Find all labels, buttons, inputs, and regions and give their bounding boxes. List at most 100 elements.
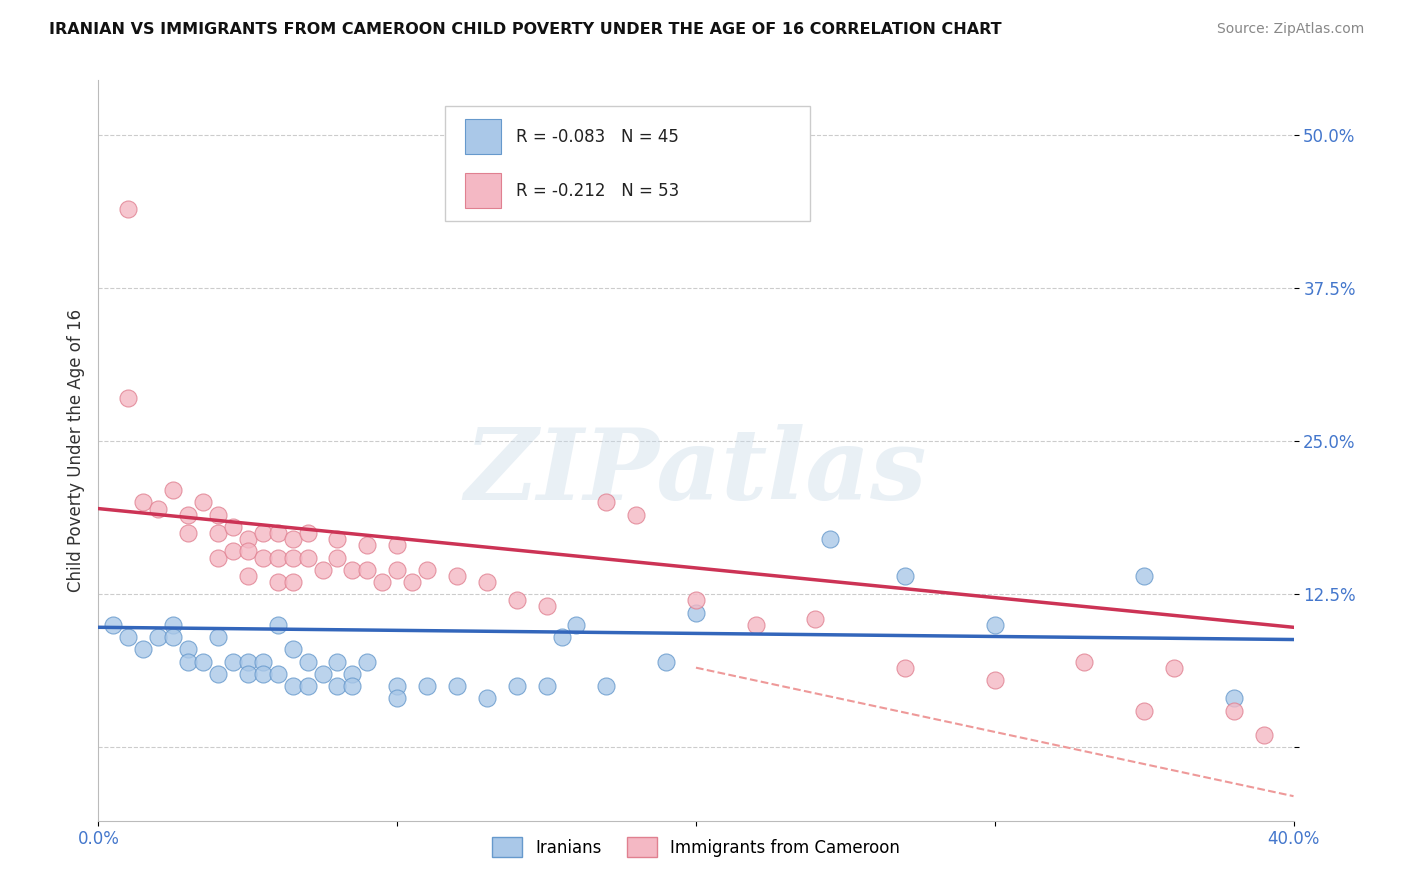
Text: IRANIAN VS IMMIGRANTS FROM CAMEROON CHILD POVERTY UNDER THE AGE OF 16 CORRELATIO: IRANIAN VS IMMIGRANTS FROM CAMEROON CHIL…	[49, 22, 1002, 37]
Point	[685, 593, 707, 607]
FancyBboxPatch shape	[446, 106, 810, 221]
FancyBboxPatch shape	[465, 173, 501, 209]
Point	[446, 569, 468, 583]
Point	[506, 593, 529, 607]
Point	[267, 526, 290, 541]
Point	[103, 617, 125, 632]
Point	[148, 501, 170, 516]
Point	[1163, 661, 1185, 675]
Point	[342, 563, 364, 577]
Point	[385, 691, 409, 706]
Point	[685, 606, 707, 620]
Point	[626, 508, 648, 522]
Point	[222, 544, 245, 558]
Point	[117, 202, 139, 216]
Point	[132, 642, 155, 657]
Point	[267, 617, 290, 632]
Point	[252, 655, 274, 669]
Point	[536, 599, 558, 614]
Point	[356, 563, 378, 577]
Point	[267, 574, 290, 589]
Point	[252, 666, 274, 681]
Point	[177, 526, 200, 541]
Point	[297, 655, 319, 669]
Point	[894, 569, 917, 583]
Point	[804, 612, 827, 626]
Point	[177, 655, 200, 669]
Point	[1223, 704, 1246, 718]
Point	[550, 630, 572, 644]
Point	[252, 526, 274, 541]
Point	[326, 655, 349, 669]
Point	[311, 666, 333, 681]
Point	[117, 630, 139, 644]
Point	[326, 679, 349, 693]
Point	[385, 679, 409, 693]
Text: Source: ZipAtlas.com: Source: ZipAtlas.com	[1216, 22, 1364, 37]
Point	[267, 666, 290, 681]
Point	[117, 392, 139, 406]
Point	[342, 666, 364, 681]
Point	[281, 574, 304, 589]
Point	[326, 532, 349, 546]
Point	[252, 550, 274, 565]
Point	[1133, 569, 1156, 583]
Point	[506, 679, 529, 693]
Point	[984, 617, 1007, 632]
Point	[984, 673, 1007, 687]
Text: ZIPatlas: ZIPatlas	[465, 425, 927, 521]
Point	[416, 563, 439, 577]
Point	[311, 563, 333, 577]
Point	[222, 655, 245, 669]
Point	[1133, 704, 1156, 718]
Point	[281, 642, 304, 657]
Point	[191, 495, 214, 509]
Y-axis label: Child Poverty Under the Age of 16: Child Poverty Under the Age of 16	[66, 309, 84, 592]
Point	[162, 617, 184, 632]
Point	[565, 617, 588, 632]
Point	[207, 550, 229, 565]
Point	[655, 655, 678, 669]
Point	[207, 526, 229, 541]
Point	[385, 538, 409, 552]
Point	[595, 679, 617, 693]
Point	[177, 508, 200, 522]
FancyBboxPatch shape	[465, 119, 501, 154]
Point	[595, 495, 617, 509]
Point	[281, 679, 304, 693]
Point	[475, 574, 498, 589]
Point	[416, 679, 439, 693]
Point	[132, 495, 155, 509]
Point	[236, 569, 259, 583]
Point	[356, 655, 378, 669]
Text: R = -0.212   N = 53: R = -0.212 N = 53	[516, 182, 679, 200]
Point	[267, 550, 290, 565]
Point	[191, 655, 214, 669]
Point	[820, 532, 842, 546]
Point	[1223, 691, 1246, 706]
Point	[475, 691, 498, 706]
Point	[297, 679, 319, 693]
Point	[297, 550, 319, 565]
Point	[446, 679, 468, 693]
Point	[297, 526, 319, 541]
Point	[536, 679, 558, 693]
Point	[326, 550, 349, 565]
Legend: Iranians, Immigrants from Cameroon: Iranians, Immigrants from Cameroon	[485, 830, 907, 864]
Point	[281, 532, 304, 546]
Point	[177, 642, 200, 657]
Point	[1073, 655, 1095, 669]
Point	[148, 630, 170, 644]
Point	[745, 617, 768, 632]
Point	[236, 655, 259, 669]
Point	[401, 574, 423, 589]
Point	[1253, 728, 1275, 742]
Point	[222, 520, 245, 534]
Point	[236, 544, 259, 558]
Point	[207, 508, 229, 522]
Point	[207, 630, 229, 644]
Point	[356, 538, 378, 552]
Point	[162, 483, 184, 498]
Point	[236, 532, 259, 546]
Point	[236, 666, 259, 681]
